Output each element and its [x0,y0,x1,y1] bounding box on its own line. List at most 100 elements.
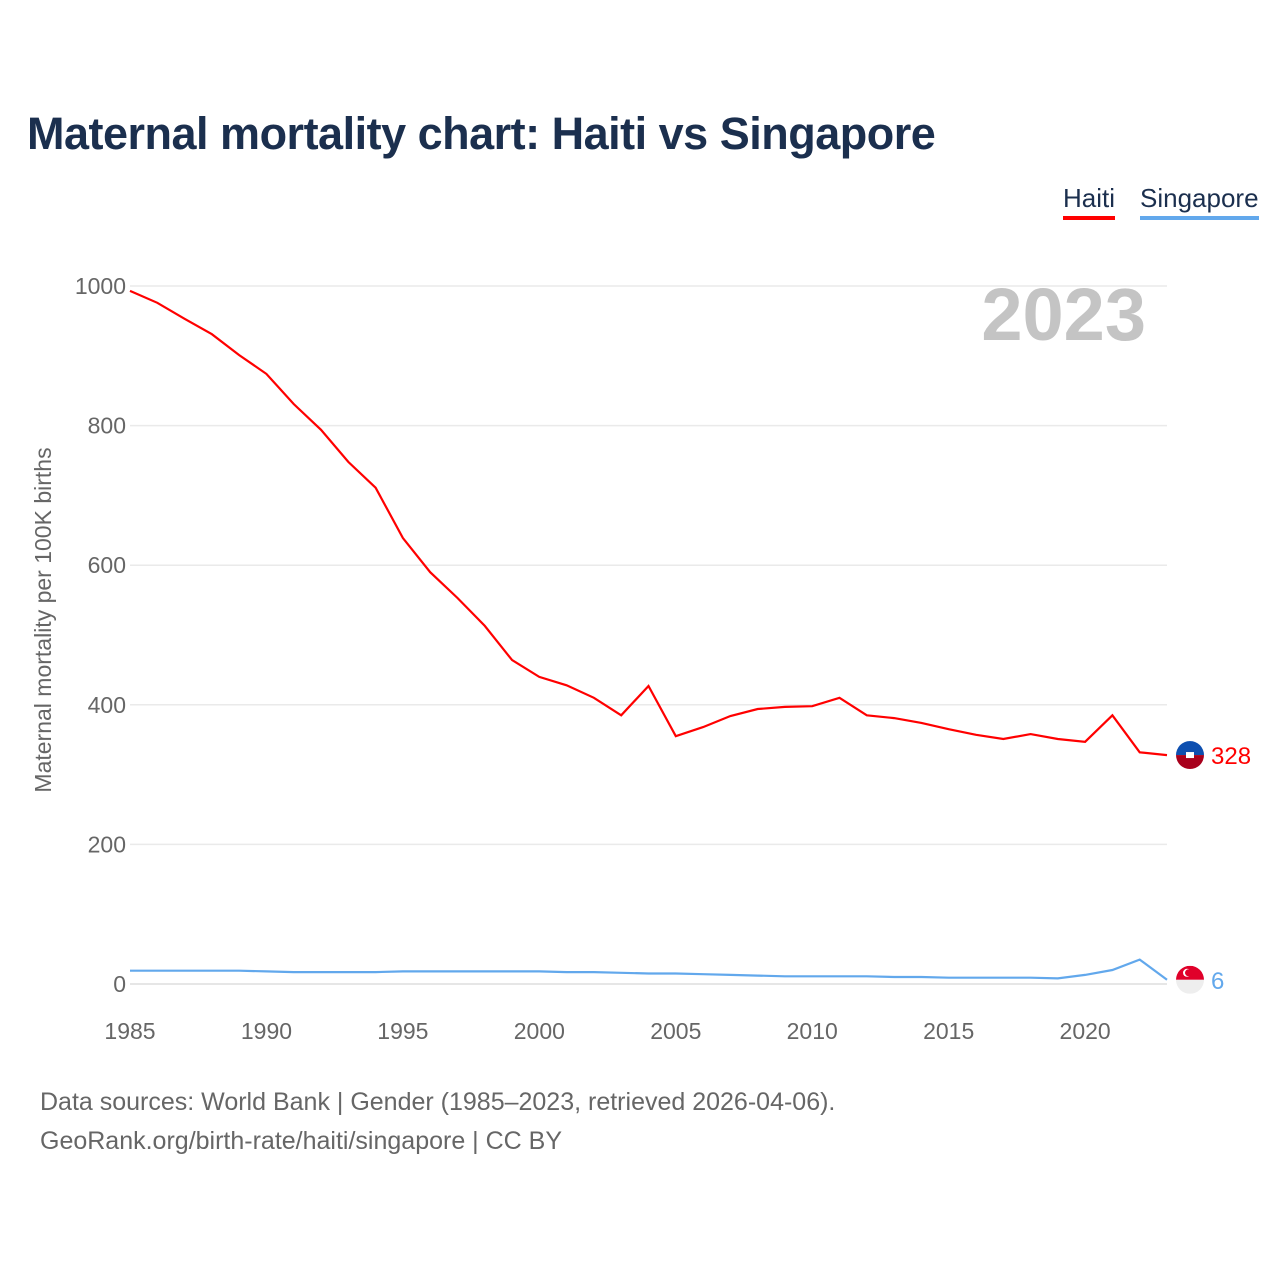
data-point[interactable] [1109,967,1115,973]
year-watermark: 2023 [981,273,1146,356]
data-point[interactable] [1109,712,1115,718]
singapore-flag-icon [1176,965,1204,994]
data-point[interactable] [973,732,979,738]
legend-singapore[interactable]: Singapore [1140,183,1259,220]
data-point[interactable] [400,535,406,541]
data-point[interactable] [454,595,460,601]
data-point[interactable] [727,972,733,978]
data-point[interactable] [236,968,242,974]
data-point[interactable] [1055,736,1061,742]
data-point[interactable] [1028,731,1034,737]
data-point[interactable] [809,703,815,709]
y-tick-label: 0 [113,971,126,997]
data-point[interactable] [236,352,242,358]
data-point[interactable] [646,683,652,689]
data-point[interactable] [837,695,843,701]
data-point[interactable] [564,969,570,975]
data-point[interactable] [345,969,351,975]
data-point[interactable] [727,713,733,719]
data-point[interactable] [1082,739,1088,745]
data-point[interactable] [373,969,379,975]
data-point[interactable] [318,969,324,975]
data-point[interactable] [182,968,188,974]
data-point[interactable] [1164,977,1170,983]
data-point[interactable] [454,968,460,974]
data-point[interactable] [673,733,679,739]
data-point[interactable] [1000,975,1006,981]
data-point[interactable] [482,968,488,974]
data-point[interactable] [891,715,897,721]
data-point[interactable] [700,971,706,977]
data-point[interactable] [1164,752,1170,758]
data-point[interactable] [591,969,597,975]
data-point[interactable] [864,973,870,979]
data-point[interactable] [782,973,788,979]
data-point[interactable] [127,968,133,974]
data-point[interactable] [1000,736,1006,742]
data-point[interactable] [1082,972,1088,978]
y-axis-label: Maternal mortality per 100K births [30,447,56,792]
data-point[interactable] [918,720,924,726]
data-point[interactable] [946,726,952,732]
data-point[interactable] [1137,749,1143,755]
data-point[interactable] [1137,957,1143,963]
data-point[interactable] [891,974,897,980]
data-point[interactable] [345,459,351,465]
y-tick-label: 400 [88,692,126,718]
series-line-haiti[interactable] [129,289,1168,757]
data-point[interactable] [291,401,297,407]
chart-title: Maternal mortality chart: Haiti vs Singa… [27,108,936,159]
data-point[interactable] [1055,975,1061,981]
data-point[interactable] [809,973,815,979]
x-tick-label: 2010 [787,1018,838,1044]
data-point[interactable] [591,695,597,701]
data-point[interactable] [918,974,924,980]
data-point[interactable] [154,300,160,306]
data-point[interactable] [263,371,269,377]
data-point[interactable] [427,569,433,575]
data-point[interactable] [700,724,706,730]
data-point[interactable] [673,971,679,977]
data-point[interactable] [536,674,542,680]
data-point[interactable] [618,970,624,976]
data-point[interactable] [509,968,515,974]
data-point[interactable] [318,427,324,433]
data-point[interactable] [154,968,160,974]
data-point[interactable] [373,485,379,491]
data-point[interactable] [127,288,133,294]
data-point[interactable] [400,968,406,974]
data-point[interactable] [946,975,952,981]
data-point[interactable] [837,973,843,979]
data-point[interactable] [509,657,515,663]
footer-sources: Data sources: World Bank | Gender (1985–… [40,1088,836,1116]
data-point[interactable] [482,623,488,629]
data-point[interactable] [564,682,570,688]
data-point[interactable] [263,968,269,974]
data-point[interactable] [864,712,870,718]
data-point[interactable] [755,706,761,712]
data-point[interactable] [646,971,652,977]
data-point[interactable] [782,704,788,710]
data-point[interactable] [536,968,542,974]
data-point[interactable] [427,968,433,974]
data-point[interactable] [182,316,188,322]
data-point[interactable] [755,973,761,979]
data-point[interactable] [209,968,215,974]
end-value-label: 6 [1211,968,1224,995]
x-tick-label: 1985 [104,1018,155,1044]
data-point[interactable] [209,331,215,337]
data-point[interactable] [291,969,297,975]
haiti-flag-icon [1176,741,1204,770]
x-tick-label: 2005 [650,1018,701,1044]
data-point[interactable] [1028,975,1034,981]
y-tick-label: 600 [88,552,126,578]
series-line-singapore[interactable] [130,958,1168,981]
legend-haiti[interactable]: Haiti [1063,183,1116,220]
x-tick-label: 1995 [377,1018,428,1044]
data-point[interactable] [618,712,624,718]
y-tick-label: 200 [88,831,126,857]
footer-link[interactable]: GeoRank.org/birth-rate/haiti/singapore |… [40,1127,563,1155]
y-tick-label: 1000 [75,273,126,299]
data-point[interactable] [973,975,979,981]
